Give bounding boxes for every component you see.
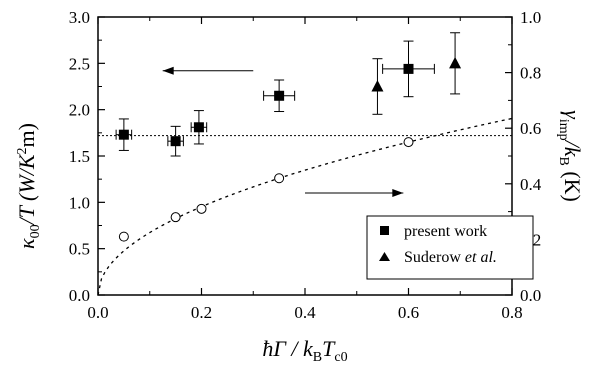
legend-suderow-plain: Suderow	[404, 249, 465, 266]
legend-suderow-italic: et al.	[465, 249, 497, 266]
data-point-square	[119, 130, 129, 140]
y-right-tick-label: 1.0	[520, 8, 541, 27]
data-point-circle	[171, 213, 180, 222]
data-point-circle	[119, 232, 128, 241]
y-right-tick-label: 0.6	[520, 119, 541, 138]
legend-marker-square	[380, 226, 389, 235]
y-right-mid: /k	[560, 139, 585, 158]
data-point-circle	[404, 138, 413, 147]
y-left-tick-label: 1.5	[69, 147, 90, 166]
legend-label-suderow: Suderow et al.	[404, 249, 497, 266]
y-right-end: (K)	[560, 166, 585, 202]
y-left-tick-label: 0.5	[69, 240, 90, 259]
x-sub2: c0	[334, 350, 347, 365]
y-left-tick-label: 2.5	[69, 54, 90, 73]
x-tick-label: 0.4	[294, 303, 316, 322]
y-left-rest: /T (W/K	[14, 153, 39, 226]
data-point-square	[274, 91, 284, 101]
y-right-tick-label: 0.4	[520, 175, 542, 194]
y-left-tick-label: 1.0	[69, 193, 90, 212]
x-sub1: B	[313, 350, 322, 365]
x-main: ħΓ / k	[262, 336, 314, 361]
x-tick-label: 0.2	[191, 303, 212, 322]
x-tick-label: 0.8	[501, 303, 522, 322]
data-point-circle	[275, 174, 284, 183]
y-left-sub: 00	[28, 224, 43, 238]
x-tick-label: 0.6	[398, 303, 419, 322]
y-right-tick-label: 0.8	[520, 64, 541, 83]
y-left-end: m)	[14, 123, 39, 147]
x-tick-label: 0.0	[87, 303, 108, 322]
y-right-sub2: B	[556, 156, 571, 165]
y-left-tick-label: 0.0	[69, 286, 90, 305]
y-right-tick-label: 0.0	[520, 286, 541, 305]
data-point-square	[171, 136, 181, 146]
y-left-tick-label: 3.0	[69, 8, 90, 27]
data-point-circle	[197, 204, 206, 213]
y-left-sup: 2	[15, 148, 30, 155]
y-right-sub: imp	[556, 119, 571, 141]
legend-label-present-work: present work	[404, 223, 487, 240]
y-left-tick-label: 2.0	[69, 101, 90, 120]
legend: present work Suderow et al.	[367, 216, 533, 279]
data-point-square	[404, 64, 414, 74]
y-left-kappa: κ	[14, 238, 39, 249]
data-point-square	[194, 122, 204, 132]
